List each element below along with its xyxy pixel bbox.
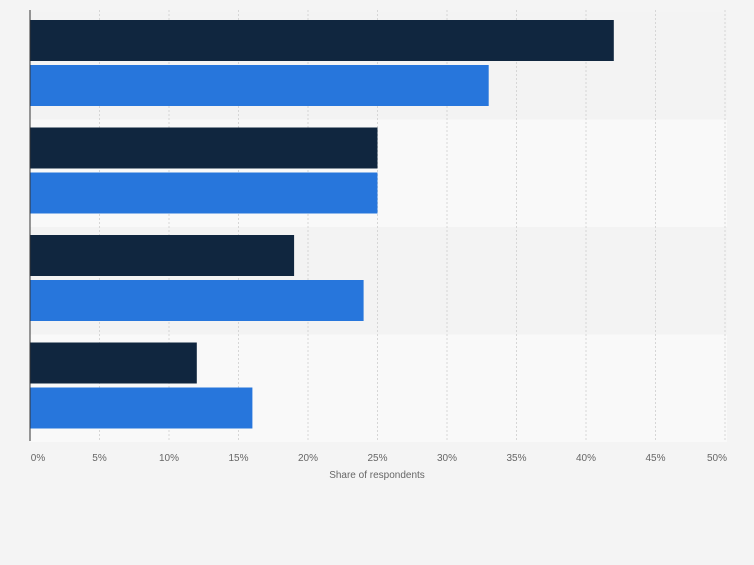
bar-series-2-category-3[interactable] [30, 280, 364, 321]
x-tick-label: 5% [92, 453, 107, 464]
bar-series-1-category-4[interactable] [30, 342, 197, 384]
x-tick-label: 0% [31, 453, 46, 464]
x-tick-label: 25% [367, 453, 387, 464]
x-tick-label: 45% [645, 453, 665, 464]
x-tick-label: 40% [576, 453, 596, 464]
x-tick-label: 10% [159, 453, 179, 464]
x-tick-label: 50% [707, 453, 727, 464]
x-tick-label: 30% [437, 453, 457, 464]
bar-series-1-category-3[interactable] [30, 235, 295, 276]
x-tick-label: 35% [506, 453, 526, 464]
bar-series-2-category-2[interactable] [30, 172, 378, 214]
bar-series-1-category-2[interactable] [30, 127, 378, 169]
x-tick-label: 20% [298, 453, 318, 464]
x-tick-labels: 0% 5% 10% 15% 20% 25% 30% 35% 40% 45% 50% [31, 453, 727, 464]
bar-series-1-category-1[interactable] [30, 20, 614, 61]
x-axis-label: Share of respondents [329, 470, 425, 481]
bar-series-2-category-1[interactable] [30, 65, 489, 106]
bars [30, 20, 614, 429]
bar-series-2-category-4[interactable] [30, 387, 253, 429]
x-tick-label: 15% [228, 453, 248, 464]
